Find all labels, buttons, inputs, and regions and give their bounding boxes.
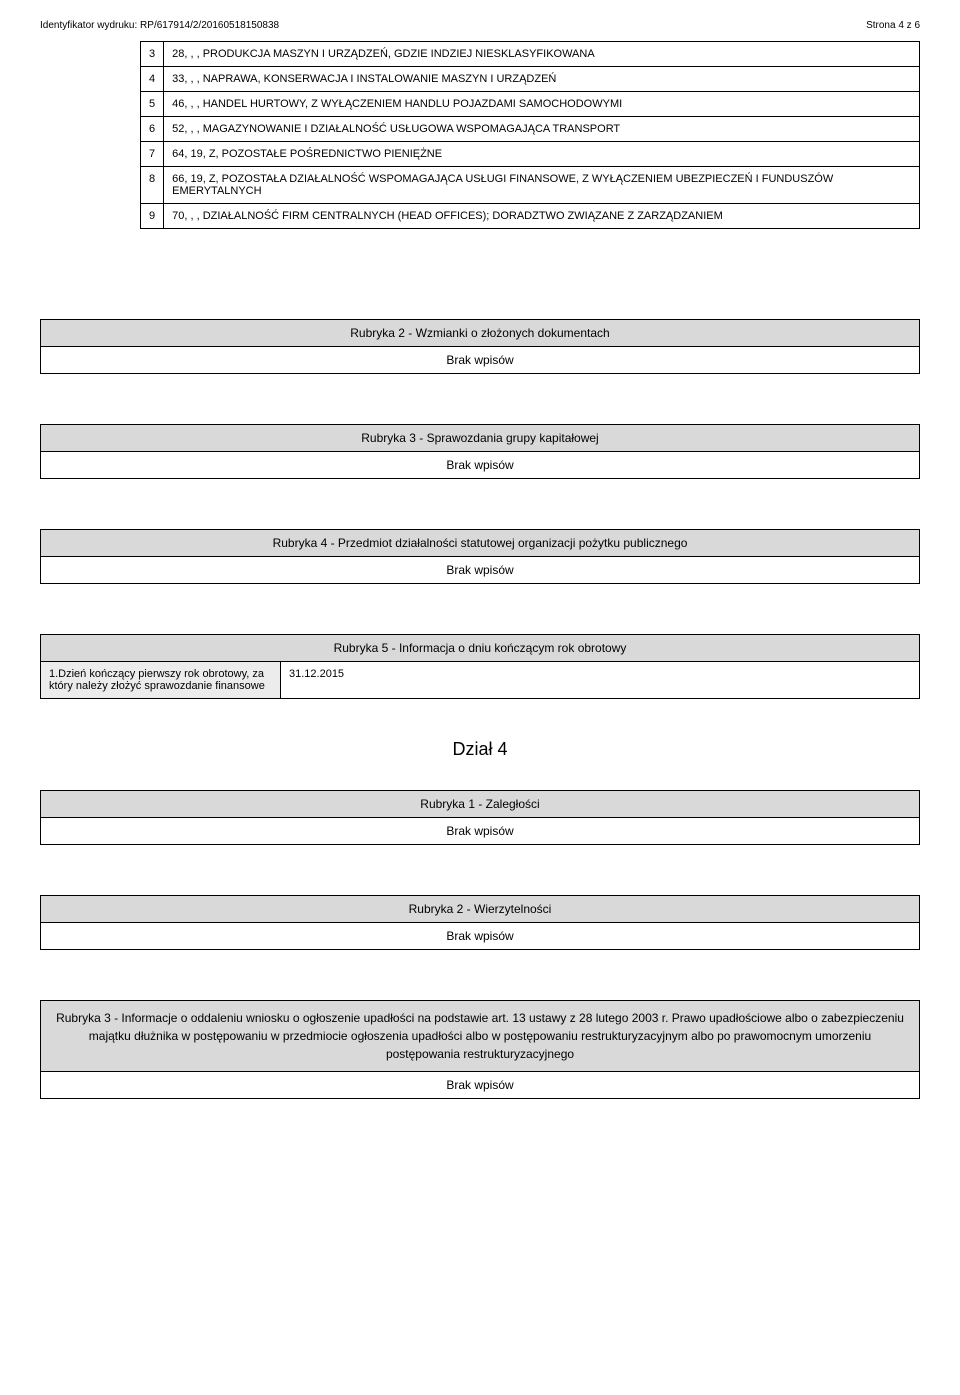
row-text: 52, , , MAGAZYNOWANIE I DZIAŁALNOŚĆ USŁU… — [164, 117, 920, 142]
row-text: 28, , , PRODUKCJA MASZYN I URZĄDZEŃ, GDZ… — [164, 42, 920, 67]
row-number: 5 — [141, 92, 164, 117]
row-text: 46, , , HANDEL HURTOWY, Z WYŁĄCZENIEM HA… — [164, 92, 920, 117]
rubryka-4-empty: Brak wpisów — [41, 557, 919, 583]
table-row: 328, , , PRODUKCJA MASZYN I URZĄDZEŃ, GD… — [141, 42, 920, 67]
row-text: 70, , , DZIAŁALNOŚĆ FIRM CENTRALNYCH (HE… — [164, 204, 920, 229]
dzial-4-heading: Dział 4 — [40, 739, 920, 760]
d4-rubryka-2-empty: Brak wpisów — [41, 923, 919, 949]
rubryka-2-empty: Brak wpisów — [41, 347, 919, 373]
d4-rubryka-2-box: Rubryka 2 - Wierzytelności Brak wpisów — [40, 895, 920, 950]
rubryka-5-value: 31.12.2015 — [281, 662, 919, 698]
rubryka-4-box: Rubryka 4 - Przedmiot działalności statu… — [40, 529, 920, 584]
row-text: 64, 19, Z, POZOSTAŁE POŚREDNICTWO PIENIĘ… — [164, 142, 920, 167]
rubryka-3-title: Rubryka 3 - Sprawozdania grupy kapitałow… — [41, 425, 919, 452]
row-number: 6 — [141, 117, 164, 142]
table-row: 652, , , MAGAZYNOWANIE I DZIAŁALNOŚĆ USŁ… — [141, 117, 920, 142]
rubryka-2-title: Rubryka 2 - Wzmianki o złożonych dokumen… — [41, 320, 919, 347]
d4-rubryka-1-empty: Brak wpisów — [41, 818, 919, 844]
table-row: 764, 19, Z, POZOSTAŁE POŚREDNICTWO PIENI… — [141, 142, 920, 167]
d4-rubryka-3-empty: Brak wpisów — [41, 1072, 919, 1098]
page-number: Strona 4 z 6 — [866, 20, 920, 31]
print-id: Identyfikator wydruku: RP/617914/2/20160… — [40, 20, 279, 31]
row-number: 3 — [141, 42, 164, 67]
row-number: 4 — [141, 67, 164, 92]
table-row: 546, , , HANDEL HURTOWY, Z WYŁĄCZENIEM H… — [141, 92, 920, 117]
table-row: 866, 19, Z, POZOSTAŁA DZIAŁALNOŚĆ WSPOMA… — [141, 167, 920, 204]
row-number: 7 — [141, 142, 164, 167]
rubryka-4-title: Rubryka 4 - Przedmiot działalności statu… — [41, 530, 919, 557]
print-id-value: RP/617914/2/20160518150838 — [140, 20, 279, 31]
rubryka-5-box: Rubryka 5 - Informacja o dniu kończącym … — [40, 634, 920, 699]
rubryka-3-empty: Brak wpisów — [41, 452, 919, 478]
d4-rubryka-3-box: Rubryka 3 - Informacje o oddaleniu wnios… — [40, 1000, 920, 1099]
activities-table: 328, , , PRODUKCJA MASZYN I URZĄDZEŃ, GD… — [140, 41, 920, 229]
row-text: 66, 19, Z, POZOSTAŁA DZIAŁALNOŚĆ WSPOMAG… — [164, 167, 920, 204]
rubryka-3-box: Rubryka 3 - Sprawozdania grupy kapitałow… — [40, 424, 920, 479]
row-number: 8 — [141, 167, 164, 204]
rubryka-2-box: Rubryka 2 - Wzmianki o złożonych dokumen… — [40, 319, 920, 374]
d4-rubryka-2-title: Rubryka 2 - Wierzytelności — [41, 896, 919, 923]
rubryka-5-title: Rubryka 5 - Informacja o dniu kończącym … — [41, 635, 919, 662]
row-number: 9 — [141, 204, 164, 229]
table-row: 970, , , DZIAŁALNOŚĆ FIRM CENTRALNYCH (H… — [141, 204, 920, 229]
print-id-label: Identyfikator wydruku: — [40, 20, 137, 31]
d4-rubryka-1-title: Rubryka 1 - Zaległości — [41, 791, 919, 818]
d4-rubryka-3-title: Rubryka 3 - Informacje o oddaleniu wnios… — [41, 1001, 919, 1072]
table-row: 433, , , NAPRAWA, KONSERWACJA I INSTALOW… — [141, 67, 920, 92]
rubryka-5-label: 1.Dzień kończący pierwszy rok obrotowy, … — [41, 662, 281, 698]
d4-rubryka-1-box: Rubryka 1 - Zaległości Brak wpisów — [40, 790, 920, 845]
page-header: Identyfikator wydruku: RP/617914/2/20160… — [40, 20, 920, 31]
row-text: 33, , , NAPRAWA, KONSERWACJA I INSTALOWA… — [164, 67, 920, 92]
